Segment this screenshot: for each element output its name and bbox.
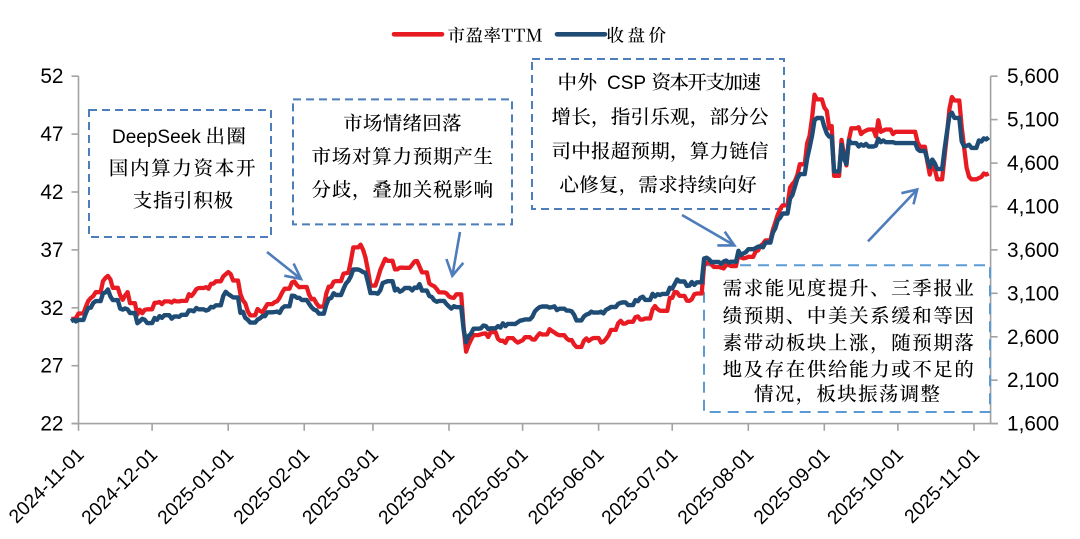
svg-text:42: 42 [40,181,63,204]
svg-text:3,100: 3,100 [1007,282,1059,305]
svg-text:4,600: 4,600 [1007,152,1059,175]
svg-text:CSP: CSP [607,73,646,94]
svg-text:22: 22 [40,413,63,436]
svg-text:DeepSeek: DeepSeek [112,127,201,148]
svg-text:5,600: 5,600 [1007,65,1059,88]
svg-text:1,600: 1,600 [1007,413,1059,436]
svg-text:5,100: 5,100 [1007,109,1059,132]
svg-text:27: 27 [40,355,63,378]
svg-text:52: 52 [40,65,63,88]
svg-text:2,100: 2,100 [1007,369,1059,392]
svg-text:2,600: 2,600 [1007,326,1059,349]
svg-text:3,600: 3,600 [1007,239,1059,262]
svg-text:4,100: 4,100 [1007,196,1059,219]
svg-text:32: 32 [40,297,63,320]
svg-text:37: 37 [40,239,63,262]
svg-text:47: 47 [40,123,63,146]
